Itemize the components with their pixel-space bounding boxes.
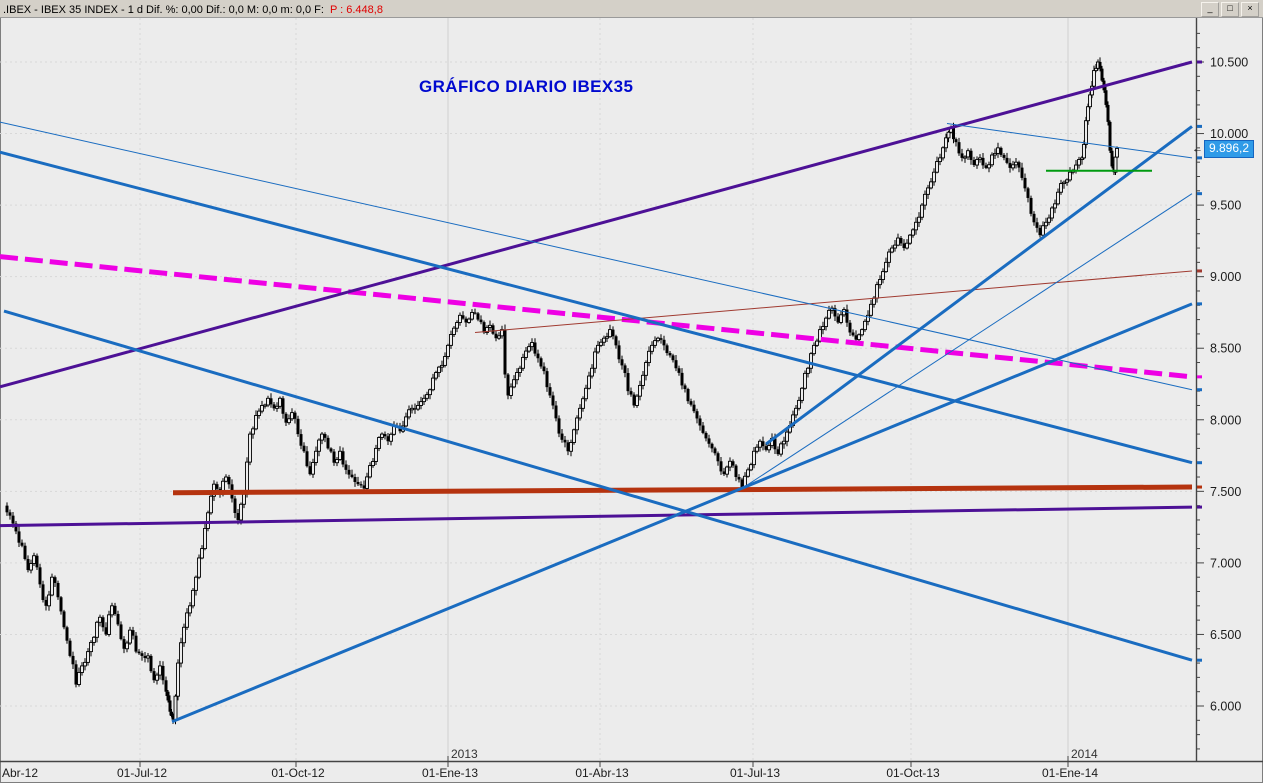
close-button[interactable]: ×	[1241, 2, 1259, 17]
y-axis-label: 8.500	[1210, 342, 1241, 356]
last-price-tag: ← 9.896,2	[1192, 140, 1255, 158]
y-axis[interactable]: 10.500 10.000 9.500 9.000 8.500 8.000 7.500 7.0…	[1197, 32, 1248, 750]
trend-line-brick-support[interactable]	[172, 484, 1193, 496]
trend-line-purple-horizontal[interactable]	[0, 505, 1193, 528]
chart-title: GRÁFICO DIARIO IBEX35	[419, 77, 634, 96]
trend-line-blue-thick-descending[interactable]	[0, 150, 1193, 465]
y-axis-label: 9.500	[1210, 199, 1241, 213]
gridlines	[0, 18, 1195, 761]
y-axis-label: 10.500	[1210, 56, 1248, 70]
x-axis-label: 01-Oct-12	[271, 766, 325, 780]
y-axis-label: 10.000	[1210, 127, 1248, 141]
maximize-button[interactable]: □	[1221, 2, 1239, 17]
x-axis-label: 01-Ene-14	[1042, 766, 1098, 780]
price-arrow-icon: ←	[1192, 143, 1203, 155]
x-axis[interactable]: Abr-12 01-Jul-12 01-Oct-12 01-Ene-13 01-Abr-…	[2, 747, 1098, 780]
trend-line-blue-mid-descending[interactable]	[3, 309, 1193, 662]
title-bar[interactable]: .IBEX - IBEX 35 INDEX - 1 d Dif. %: 0,00…	[0, 0, 1263, 18]
trend-line-purple-rising[interactable]	[0, 60, 1193, 389]
x-axis-label: 01-Jul-13	[730, 766, 780, 780]
trend-line-blue-rising-steep[interactable]	[765, 125, 1193, 446]
trend-line-blue-rising-thin[interactable]	[741, 193, 1193, 489]
y-axis-label: 7.000	[1210, 556, 1241, 570]
window-title: .IBEX - IBEX 35 INDEX - 1 d Dif. %: 0,00…	[3, 4, 324, 16]
trend-lines[interactable]	[0, 60, 1193, 724]
chart-canvas[interactable]: 10.500 10.000 9.500 9.000 8.500 8.000 7.500 7.0…	[0, 17, 1263, 783]
trend-line-darkred-thin-rising[interactable]	[474, 270, 1193, 333]
window-title-price: P : 6.448,8	[329, 4, 383, 16]
y-axis-label: 8.000	[1210, 413, 1241, 427]
last-price-label: 9.896,2	[1204, 140, 1255, 158]
x-axis-label: 01-Jul-12	[117, 766, 167, 780]
y-axis-label: 6.000	[1210, 700, 1241, 714]
window-buttons: _ □ ×	[1201, 2, 1259, 17]
year-label: 2014	[1071, 747, 1098, 761]
x-axis-label: Abr-12	[2, 766, 38, 780]
y-axis-label: 7.500	[1210, 485, 1241, 499]
x-axis-label: 01-Oct-13	[886, 766, 940, 780]
candlesticks	[5, 57, 1119, 725]
x-axis-label: 01-Ene-13	[422, 766, 478, 780]
y-axis-label: 6.500	[1210, 628, 1241, 642]
y-axis-label: 9.000	[1210, 270, 1241, 284]
trend-line-blue-thin-descending[interactable]	[0, 121, 1193, 391]
trend-line-blue-short-descending[interactable]	[946, 123, 1193, 159]
x-axis-label: 01-Abr-13	[575, 766, 629, 780]
trend-line-blue-rising-long[interactable]	[171, 302, 1193, 724]
minimize-button[interactable]: _	[1201, 2, 1219, 17]
year-label: 2013	[451, 747, 478, 761]
